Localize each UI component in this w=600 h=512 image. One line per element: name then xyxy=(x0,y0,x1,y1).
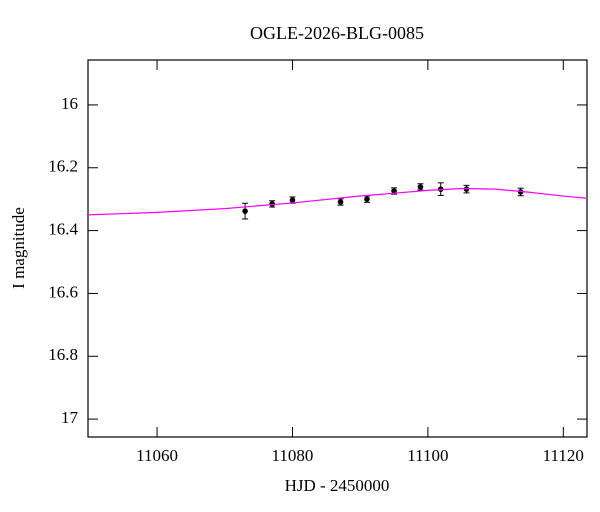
y-tick-label: 17 xyxy=(61,408,79,427)
plot-frame xyxy=(87,59,588,438)
data-point xyxy=(417,184,424,190)
model-curve xyxy=(87,187,588,216)
data-point xyxy=(337,199,344,205)
x-tick-label: 11100 xyxy=(407,446,448,465)
x-tick-label: 11060 xyxy=(136,446,178,465)
data-point xyxy=(391,188,397,194)
x-tick-label: 11080 xyxy=(272,446,314,465)
data-point xyxy=(364,196,370,202)
y-tick-label: 16.8 xyxy=(48,345,78,364)
data-point xyxy=(242,208,248,214)
chart-title: OGLE-2026-BLG-0085 xyxy=(250,23,424,43)
y-tick-label: 16.4 xyxy=(48,219,78,238)
y-tick-label: 16.6 xyxy=(48,282,78,301)
x-tick-label: 11120 xyxy=(543,446,584,465)
y-axis-label: I magnitude xyxy=(9,207,28,289)
data-point xyxy=(289,197,296,203)
x-axis-label: HJD - 2450000 xyxy=(285,476,390,495)
y-tick-label: 16.2 xyxy=(48,157,78,176)
y-tick-label: 16 xyxy=(61,94,78,113)
